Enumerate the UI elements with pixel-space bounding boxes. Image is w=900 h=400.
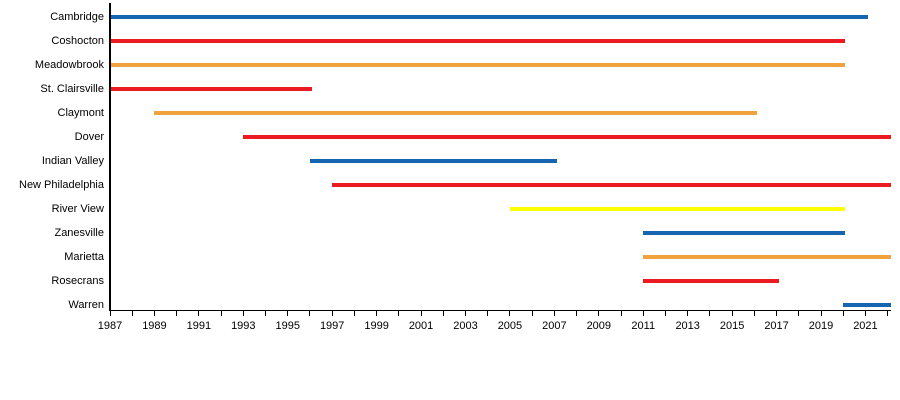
timeline-bar-warren	[843, 302, 891, 308]
x-axis-tick-2016	[753, 311, 755, 316]
x-axis-label-2007: 2007	[542, 320, 567, 332]
x-axis-label-2003: 2003	[453, 320, 478, 332]
x-axis-tick-1992	[220, 311, 222, 316]
x-axis-label-2005: 2005	[497, 320, 523, 332]
y-axis-line	[109, 3, 111, 311]
x-axis-label-1995: 1995	[275, 320, 300, 332]
x-axis-label-1999: 1999	[364, 320, 389, 332]
x-axis-label-1987: 1987	[97, 320, 123, 332]
row-label-marietta: Marietta	[64, 251, 104, 263]
x-axis-tick-1994	[265, 311, 267, 316]
x-axis-tick-1996	[309, 311, 311, 316]
x-axis-tick-2011	[642, 311, 644, 316]
x-axis-tick-2020	[842, 311, 844, 316]
x-axis-tick-1987	[109, 311, 111, 316]
timeline-bar-marietta	[643, 254, 891, 260]
timeline-bar-coshocton	[110, 38, 846, 44]
x-axis-tick-1988	[131, 311, 133, 316]
x-axis-label-2001: 2001	[408, 320, 434, 332]
x-axis-tick-2002	[442, 311, 444, 316]
x-axis-tick-2013	[687, 311, 689, 316]
x-axis-tick-2004	[487, 311, 489, 316]
x-axis-tick-2021	[864, 311, 866, 316]
row-label-meadowbrook: Meadowbrook	[34, 59, 104, 71]
x-axis-tick-2012	[664, 311, 666, 316]
row-label-rosecrans: Rosecrans	[51, 275, 104, 287]
x-axis-tick-1991	[198, 311, 200, 316]
x-axis-label-2017: 2017	[764, 320, 789, 332]
row-label-dover: Dover	[74, 131, 104, 143]
x-axis-tick-2009	[598, 311, 600, 316]
x-axis-tick-2022	[887, 311, 889, 316]
x-axis-tick-2018	[798, 311, 800, 316]
timeline-bar-river-view	[509, 206, 846, 212]
timeline-bar-new-philadelphia	[332, 182, 891, 188]
x-axis-tick-2008	[576, 311, 578, 316]
x-axis-label-2015: 2015	[719, 320, 745, 332]
x-axis-tick-2006	[531, 311, 533, 316]
x-axis-line	[109, 309, 891, 311]
x-axis-tick-2007	[553, 311, 555, 316]
x-axis-label-1989: 1989	[142, 320, 167, 332]
timeline-bar-dover	[243, 134, 891, 140]
x-axis-label-1991: 1991	[186, 320, 212, 332]
x-axis-tick-1989	[153, 311, 155, 316]
row-label-zanesville: Zanesville	[54, 227, 104, 239]
x-axis-tick-2014	[709, 311, 711, 316]
x-axis-tick-2010	[620, 311, 622, 316]
x-axis-tick-2019	[820, 311, 822, 316]
x-axis-label-2013: 2013	[675, 320, 700, 332]
x-axis-tick-1995	[287, 311, 289, 316]
x-axis-tick-1990	[176, 311, 178, 316]
x-axis-label-1997: 1997	[319, 320, 345, 332]
x-axis-tick-1997	[331, 311, 333, 316]
timeline-bar-st-clairsville	[110, 86, 313, 92]
x-axis-tick-2005	[509, 311, 511, 316]
x-axis-label-2011: 2011	[631, 320, 656, 332]
x-axis-label-2021: 2021	[853, 320, 878, 332]
row-label-river-view: River View	[51, 203, 104, 215]
row-label-claymont: Claymont	[57, 107, 104, 119]
x-axis-label-2009: 2009	[586, 320, 612, 332]
x-axis-tick-2017	[776, 311, 778, 316]
timeline-bar-rosecrans	[643, 278, 779, 284]
x-axis-tick-1993	[242, 311, 244, 316]
x-axis-tick-2000	[398, 311, 400, 316]
row-label-cambridge: Cambridge	[50, 11, 104, 23]
row-label-st-clairsville: St. Clairsville	[40, 83, 104, 95]
timeline-bar-claymont	[154, 110, 757, 116]
timeline-bar-indian-valley	[309, 158, 557, 164]
row-label-warren: Warren	[68, 299, 104, 311]
timeline-bar-meadowbrook	[110, 62, 846, 68]
x-axis-tick-1999	[376, 311, 378, 316]
x-axis-tick-2001	[420, 311, 422, 316]
x-axis-tick-2015	[731, 311, 733, 316]
x-axis-label-2019: 2019	[808, 320, 834, 332]
x-axis-tick-2003	[465, 311, 466, 316]
x-axis-label-1993: 1993	[231, 320, 256, 332]
row-label-new-philadelphia: New Philadelphia	[19, 179, 104, 191]
timeline-bar-zanesville	[643, 230, 846, 236]
timeline-bar-cambridge	[110, 14, 868, 20]
row-label-coshocton: Coshocton	[51, 35, 104, 47]
x-axis-tick-1998	[353, 311, 355, 316]
row-label-indian-valley: Indian Valley	[41, 155, 104, 167]
